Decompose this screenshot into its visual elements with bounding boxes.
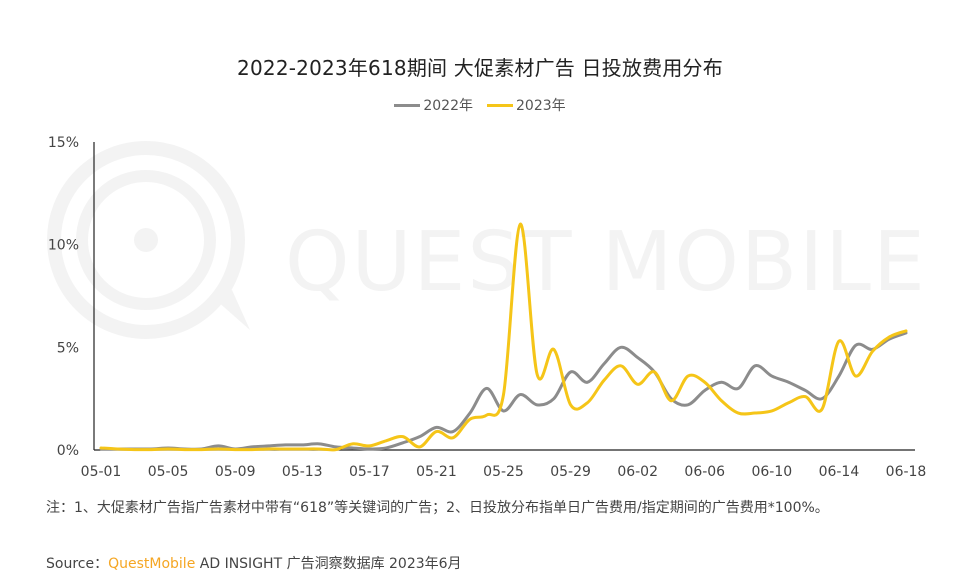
y-tick-label: 15% <box>48 135 79 151</box>
x-tick-label: 05-09 <box>215 464 256 480</box>
x-tick-label: 06-14 <box>819 464 860 480</box>
legend-label-2022: 2022年 <box>423 98 473 114</box>
y-tick-label: 10% <box>48 238 79 254</box>
watermark-text: QUEST MOBILE <box>285 215 927 310</box>
source-brand: QuestMobile <box>108 556 196 572</box>
legend-swatch-2023 <box>487 103 513 107</box>
chart-series <box>99 222 908 452</box>
x-tick-label: 06-02 <box>617 464 658 480</box>
legend-item-2022[interactable]: 2022年 <box>394 95 473 115</box>
chart-legend: 2022年 2023年 <box>0 95 960 115</box>
source-rest: AD INSIGHT 广告洞察数据库 2023年6月 <box>195 556 462 572</box>
x-tick-label: 05-25 <box>483 464 524 480</box>
watermark-logo-icon <box>47 141 250 339</box>
legend-item-2023[interactable]: 2023年 <box>487 95 566 115</box>
legend-swatch-2022 <box>394 103 421 107</box>
x-tick-label: 05-05 <box>148 464 189 480</box>
chart-title: 2022-2023年618期间 大促素材广告 日投放费用分布 <box>237 56 723 80</box>
y-tick-label: 5% <box>57 340 79 356</box>
source-line: Source：QuestMobile AD INSIGHT 广告洞察数据库 20… <box>46 553 462 573</box>
x-tick-label: 05-21 <box>416 464 457 480</box>
x-tick-label: 06-18 <box>886 464 927 480</box>
series-line-2023 <box>99 222 908 452</box>
x-tick-label: 05-29 <box>550 464 591 480</box>
y-tick-label: 0% <box>57 443 79 459</box>
x-tick-label: 05-01 <box>81 464 122 480</box>
x-tick-label: 06-10 <box>751 464 792 480</box>
x-tick-label: 05-17 <box>349 464 390 480</box>
footnote: 注：1、大促素材广告指广告素材中带有“618”等关键词的广告；2、日投放分布指单… <box>46 500 829 516</box>
x-tick-label: 06-06 <box>684 464 725 480</box>
legend-label-2023: 2023年 <box>516 98 566 114</box>
source-prefix: Source： <box>46 556 109 572</box>
x-tick-label: 05-13 <box>282 464 323 480</box>
